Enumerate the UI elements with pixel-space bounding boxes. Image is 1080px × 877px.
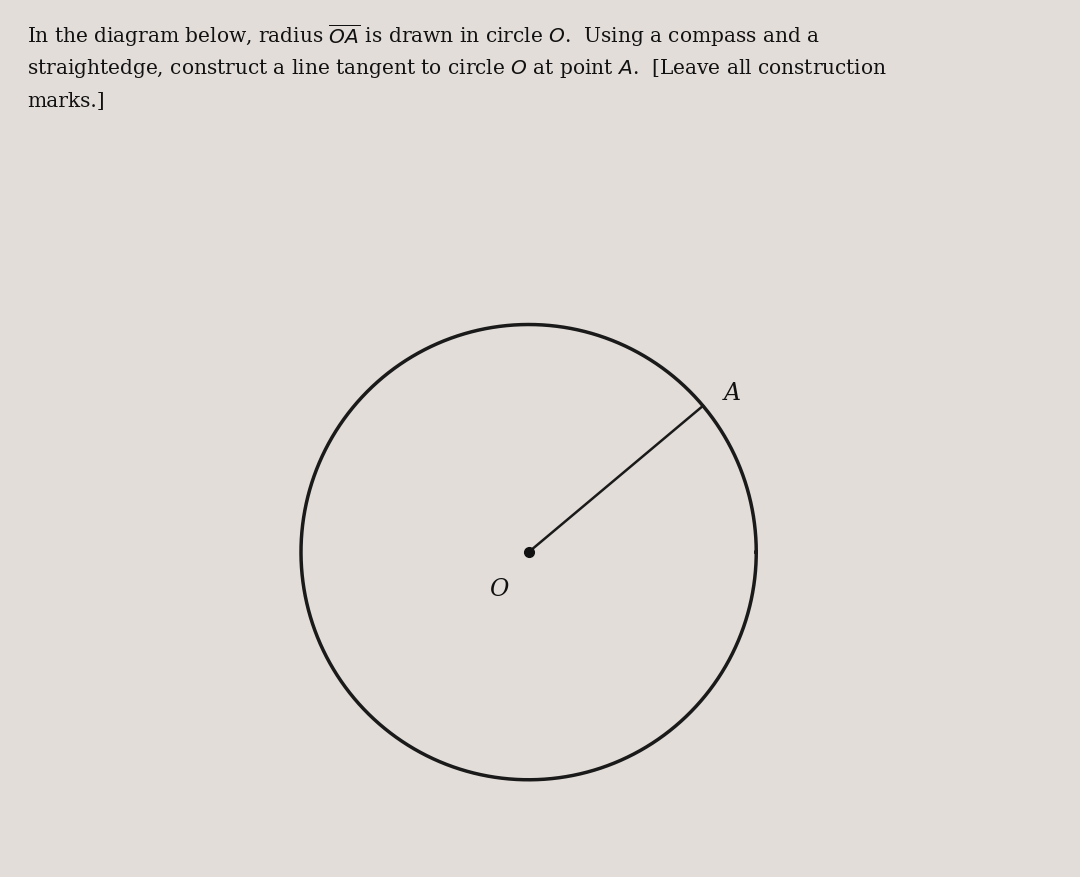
Text: In the diagram below, radius $\overline{OA}$ is drawn in circle $O$.  Using a co: In the diagram below, radius $\overline{… bbox=[27, 22, 820, 49]
Text: straightedge, construct a line tangent to circle $O$ at point $A$.  [Leave all c: straightedge, construct a line tangent t… bbox=[27, 57, 887, 80]
Text: O: O bbox=[489, 577, 509, 601]
Text: A: A bbox=[724, 381, 741, 404]
Text: marks.]: marks.] bbox=[27, 92, 105, 111]
